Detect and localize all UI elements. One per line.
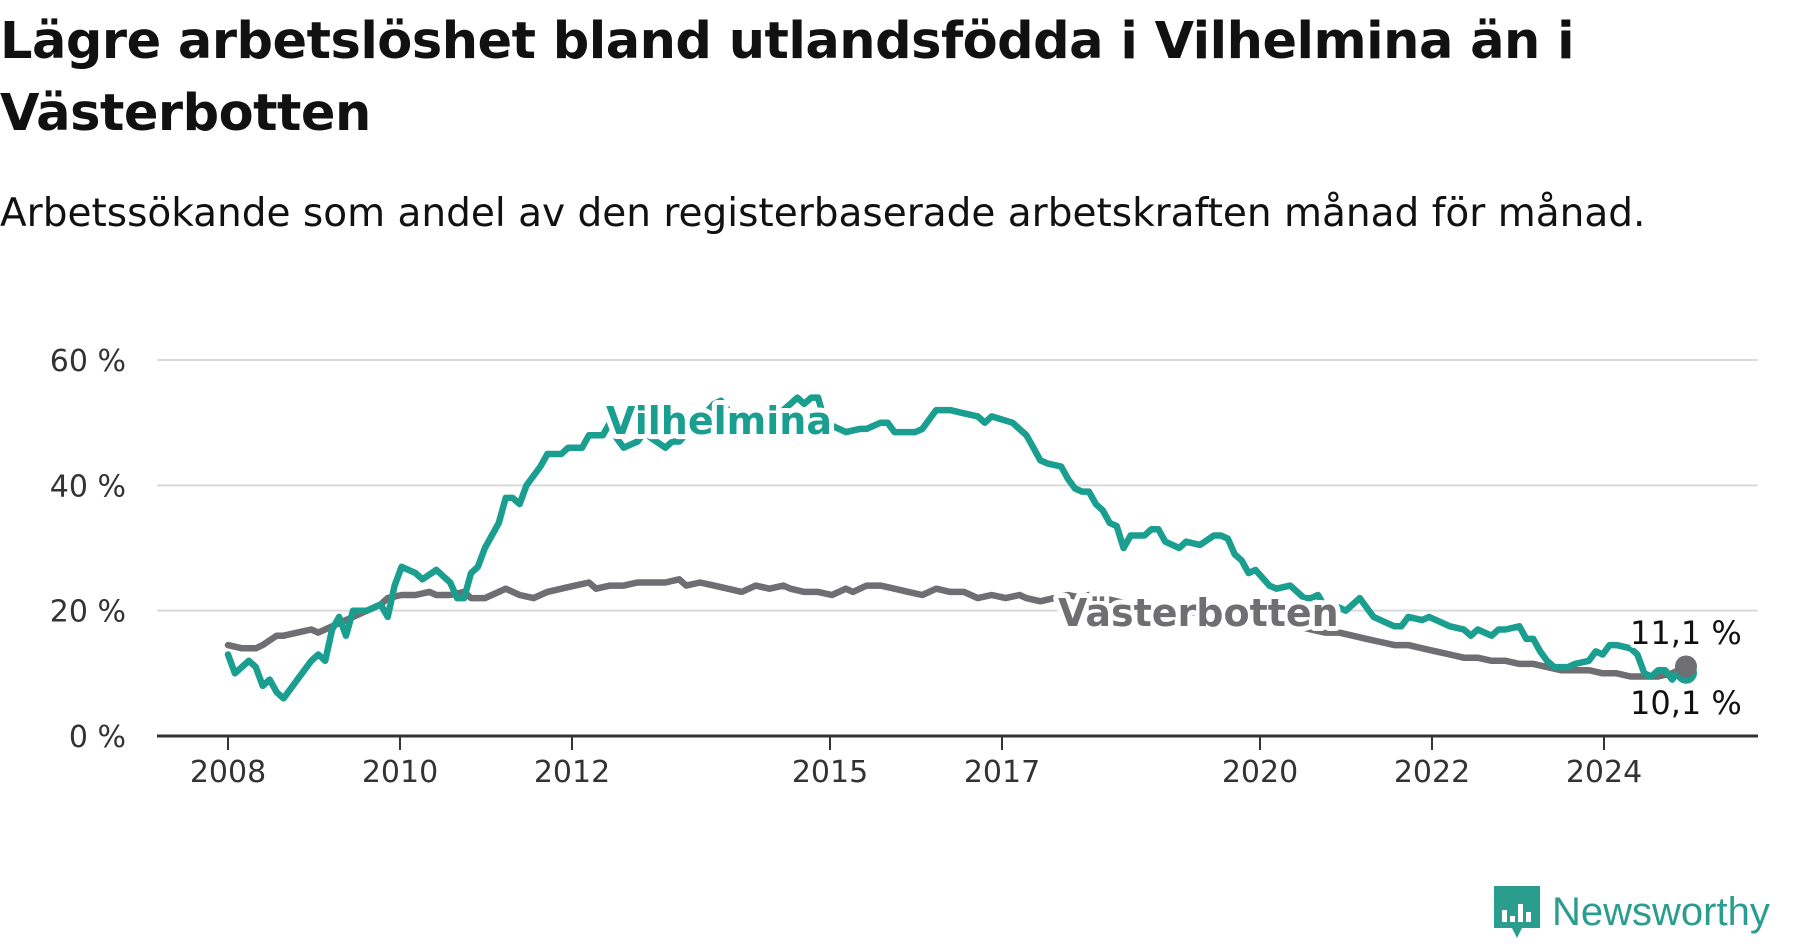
series-line-vasterbotten — [224, 576, 1690, 680]
x-tick-label: 2012 — [534, 755, 610, 790]
brand-name: Newsworthy — [1552, 889, 1770, 934]
x-tick-label: 2020 — [1222, 755, 1298, 790]
series-label-vasterbotten: Västerbotten — [1058, 591, 1339, 635]
y-tick-label: 60 % — [50, 344, 126, 379]
series-label-vilhelmina-halo: Vilhelmina — [606, 399, 832, 443]
series-line-vilhelmina — [224, 394, 1690, 702]
y-tick-label: 20 % — [50, 595, 126, 630]
chart-subtitle: Arbetssökande som andel av den registerb… — [0, 191, 1646, 236]
x-tick-label: 2022 — [1394, 755, 1470, 790]
x-tick-label: 2017 — [964, 755, 1040, 790]
end-label-vasterbotten: 11,1 % — [1630, 614, 1742, 652]
end-label-vilhelmina: 10,1 % — [1630, 684, 1742, 722]
end-label-vilhelmina-halo: 10,1 % — [1630, 684, 1742, 722]
x-tick-label: 2010 — [362, 755, 438, 790]
newsworthy-brand[interactable]: Newsworthy — [1492, 886, 1770, 938]
end-label-vasterbotten-halo: 11,1 % — [1630, 614, 1742, 652]
series-label-vasterbotten-halo: Västerbotten — [1058, 591, 1339, 635]
end-point-marker — [1675, 655, 1697, 678]
x-tick-label: 2008 — [190, 755, 266, 790]
x-tick-label: 2015 — [792, 755, 868, 790]
newsworthy-logo-icon — [1494, 886, 1540, 938]
x-tick-label: 2024 — [1566, 755, 1642, 790]
chart-title: Lägre arbetslöshet bland utlandsfödda i … — [0, 12, 1575, 143]
y-tick-label: 40 % — [50, 469, 126, 504]
series-label-vilhelmina: Vilhelmina — [606, 399, 832, 443]
y-tick-label: 0 % — [69, 720, 126, 755]
